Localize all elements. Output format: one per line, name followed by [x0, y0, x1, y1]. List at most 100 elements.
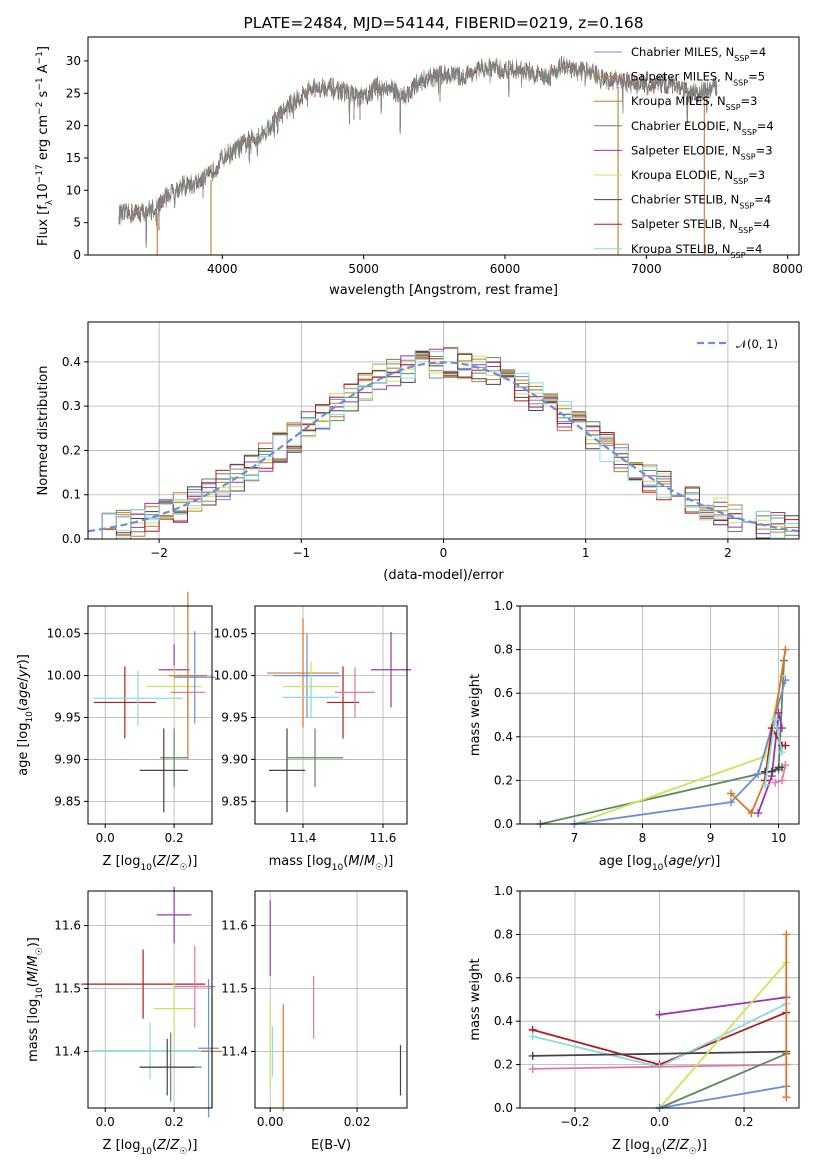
- x-tick-label: 0.2: [165, 1115, 184, 1129]
- x-tick-label: 11.4: [290, 831, 317, 845]
- series-marker: [777, 748, 786, 757]
- mass-weight-vs-age-panel: 7 8 9 10 0.0 0.2 0.4 0.6 0.8 1.0 age [log10(age/yr…: [468, 599, 800, 873]
- y-tick-label: 9.85: [54, 794, 81, 808]
- series-line: [532, 1063, 787, 1070]
- series-line: [757, 712, 783, 814]
- x-axis-label: Z [log10(Z/Z☉)]: [103, 1138, 198, 1157]
- residual-panel: −2 −1 0 1 2 0.0 0.1 0.2 0.3 0.4 𝒩(0, 1) (data-model…: [36, 321, 800, 583]
- series-marker: [726, 789, 735, 798]
- x-tick-label: 8000: [772, 262, 803, 276]
- series-marker: [726, 798, 735, 807]
- y-tick-label: 0.3: [62, 399, 81, 413]
- x-axis-label: mass [log10(M/M☉)]: [269, 854, 394, 873]
- y-tick-label: 0.2: [62, 443, 81, 457]
- series-line: [730, 649, 787, 815]
- x-tick-label: 8: [639, 831, 647, 845]
- legend-label: Chabrier ELODIE, NSSP=4: [631, 119, 774, 137]
- x-tick-label: −0.2: [560, 1115, 589, 1129]
- y-tick-label: 25: [66, 86, 81, 100]
- y-tick-label: 0.0: [494, 817, 513, 831]
- series-marker: [754, 809, 763, 818]
- y-tick-label: 0.2: [494, 773, 513, 787]
- series-marker: [655, 1010, 664, 1019]
- series-marker: [781, 741, 790, 750]
- series-marker: [528, 1064, 537, 1073]
- y-tick-label: 11.6: [221, 919, 248, 933]
- y-tick-label: 11.4: [54, 1044, 81, 1058]
- series-marker: [774, 708, 783, 717]
- axes-frame: [87, 890, 213, 1109]
- x-tick-label: 7000: [631, 262, 662, 276]
- axes-frame: [87, 605, 213, 825]
- y-tick-label: 10.00: [214, 669, 248, 683]
- series-marker: [528, 1051, 537, 1060]
- y-tick-label: 9.85: [221, 794, 248, 808]
- age-vs-Z-panel: 0.0 0.2 9.85 9.90 9.95 10.00 10.05 Z [log10(Z/Z…: [16, 591, 216, 873]
- y-tick-label: 10.05: [47, 627, 81, 641]
- x-tick-label: 0.0: [650, 1115, 669, 1129]
- series-line: [658, 962, 787, 1109]
- y-axis-label: mass weight: [468, 958, 483, 1040]
- y-tick-label: 0.8: [494, 927, 513, 941]
- legend-label: Chabrier STELIB, NSSP=4: [631, 193, 771, 211]
- legend-label: Kroupa STELIB, NSSP=4: [631, 242, 762, 259]
- y-tick-label: 9.95: [54, 711, 81, 725]
- x-tick-label: 0.00: [257, 1115, 284, 1129]
- y-tick-label: 11.4: [221, 1044, 248, 1058]
- legend-label: Salpeter STELIB, NSSP=4: [631, 217, 770, 235]
- x-tick-label: 0.2: [165, 831, 184, 845]
- x-axis-label: Z [log10(Z/Z☉)]: [612, 1138, 707, 1157]
- axes-frame: [87, 36, 800, 256]
- series-line: [532, 1050, 787, 1057]
- x-tick-label: 0: [440, 546, 448, 560]
- series-line: [540, 660, 785, 825]
- y-tick-label: 0.4: [494, 730, 513, 744]
- series-marker: [528, 1032, 537, 1041]
- axes-frame: [519, 605, 800, 825]
- series-marker: [777, 724, 786, 733]
- y-tick-label: 11.6: [54, 919, 81, 933]
- series-line: [659, 1052, 787, 1109]
- x-tick-label: 0.02: [344, 1115, 371, 1129]
- y-tick-label: 1.0: [494, 599, 513, 613]
- x-axis-label: age [log10(age/yr)]: [599, 854, 721, 873]
- spectrum-panel: 4000 5000 6000 7000 8000 0 5 10 15 20 25 30 PLATE=24…: [35, 14, 803, 298]
- y-tick-label: 9.95: [221, 711, 248, 725]
- x-axis-label: Z [log10(Z/Z☉)]: [103, 854, 198, 873]
- y-tick-label: 10.05: [214, 627, 248, 641]
- x-tick-label: 4000: [207, 262, 238, 276]
- y-tick-label: 0.4: [62, 355, 81, 369]
- x-axis-label: (data-model)/error: [383, 568, 504, 583]
- series-line: [574, 679, 787, 825]
- series-marker: [754, 769, 763, 778]
- spectrum-data-line: [118, 58, 718, 246]
- y-tick-label: 0.6: [494, 971, 513, 985]
- x-tick-label: 10: [771, 831, 786, 845]
- y-axis-label: Flux [fλ10−17 erg cm−2 s−1 A−1]: [35, 46, 55, 246]
- y-axis-label: age [log10(age/yr)]: [16, 654, 35, 776]
- series-marker: [777, 776, 786, 785]
- normal-curve: [87, 361, 800, 533]
- series-marker: [781, 761, 790, 770]
- y-axis-label: mass weight: [468, 674, 483, 756]
- series-marker: [781, 676, 790, 685]
- y-tick-label: 0.6: [494, 686, 513, 700]
- y-tick-label: 0: [73, 248, 81, 262]
- y-tick-label: 0.0: [62, 532, 81, 546]
- y-axis-label: Normed distribution: [36, 366, 51, 496]
- legend-label: Kroupa MILES, NSSP=3: [631, 94, 757, 112]
- x-tick-label: 1: [582, 546, 590, 560]
- chart-title: PLATE=2484, MJD=54144, FIBERID=0219, z=0…: [243, 14, 643, 32]
- x-tick-label: −1: [292, 546, 310, 560]
- x-tick-label: 7: [571, 831, 579, 845]
- axes-frame: [254, 890, 408, 1109]
- series-marker: [771, 778, 780, 787]
- series-line: [574, 675, 783, 825]
- y-axis-label: mass [log10(M/M☉)]: [26, 937, 45, 1062]
- y-tick-label: 30: [66, 54, 81, 68]
- legend-label: Kroupa ELODIE, NSSP=3: [631, 168, 765, 186]
- series-marker: [747, 809, 756, 818]
- x-tick-label: 11.6: [370, 831, 397, 845]
- y-tick-label: 9.90: [54, 752, 81, 766]
